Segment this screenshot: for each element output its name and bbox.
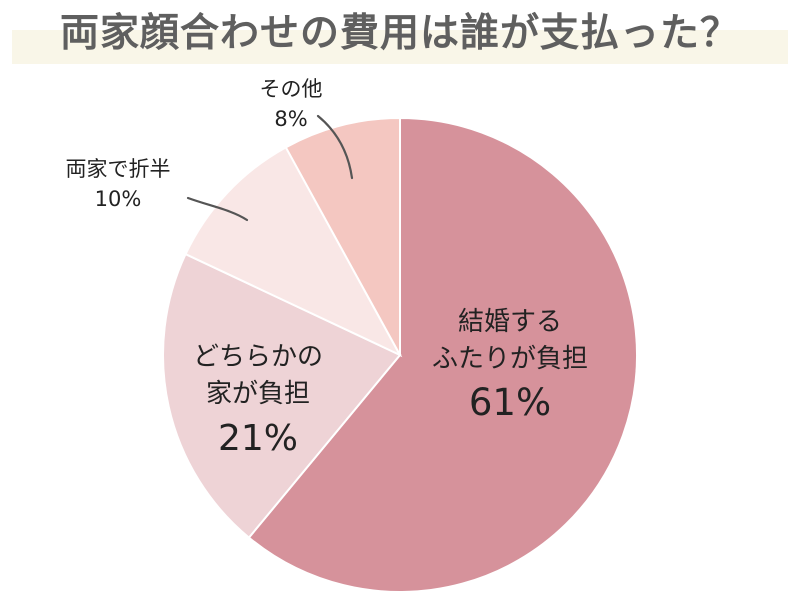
- pie-slice-3: [184, 145, 403, 358]
- leader-line-8: [316, 114, 354, 180]
- slice-label: 家が負担: [206, 379, 310, 409]
- pie-slices: [162, 116, 638, 593]
- title-band: [12, 30, 788, 64]
- leader-line-10: [186, 196, 249, 222]
- slice-label: どちらかの: [193, 342, 323, 372]
- slice-label: 結婚する: [458, 307, 562, 337]
- slice-value-label: 10%: [95, 187, 142, 211]
- slice-label: その他: [260, 77, 323, 101]
- leader-lines: [186, 114, 354, 222]
- pie-slice-2: [162, 252, 402, 540]
- slice-label: ふたりが負担: [432, 344, 588, 374]
- pie-slice-1: [247, 116, 638, 593]
- slice-value-label: 61%: [469, 381, 551, 424]
- slice-value-label: 8%: [274, 107, 307, 131]
- slice-value-label: 21%: [218, 418, 298, 459]
- chart-title: 両家顔合わせの費用は誰が支払った？: [59, 11, 740, 56]
- slice-label: 両家で折半: [66, 157, 171, 181]
- pie-slice-4: [284, 116, 401, 356]
